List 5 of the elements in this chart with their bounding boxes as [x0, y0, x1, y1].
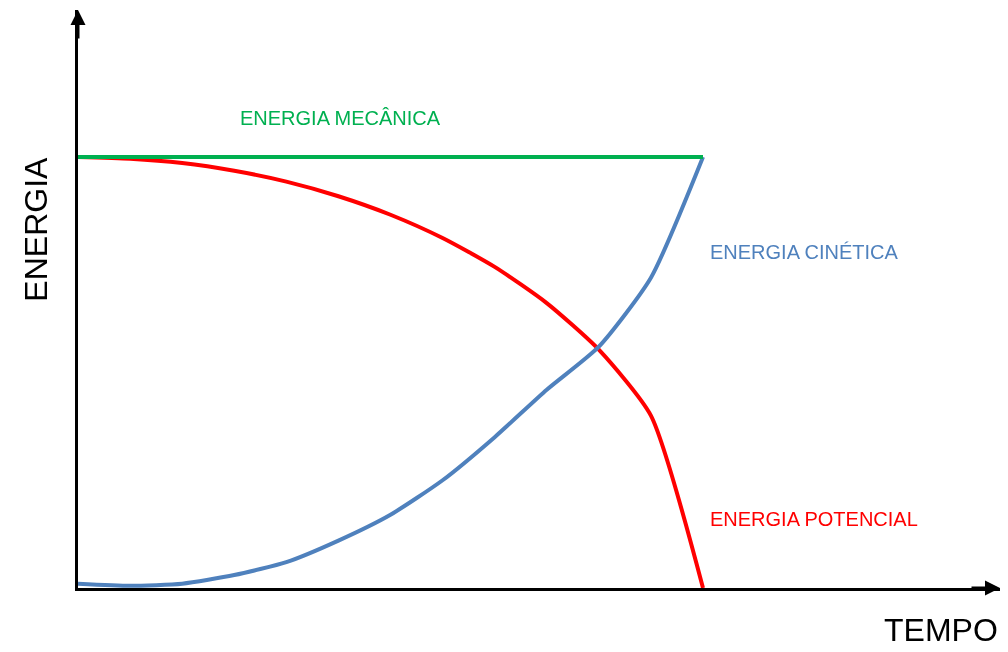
- x-axis-title: TEMPO: [884, 612, 998, 648]
- y-axis-title: ENERGIA: [18, 156, 55, 302]
- series-label: ENERGIA MECÂNICA: [240, 107, 441, 129]
- series-label: ENERGIA POTENCIAL: [710, 508, 918, 530]
- series-label: ENERGIA CINÉTICA: [710, 241, 899, 263]
